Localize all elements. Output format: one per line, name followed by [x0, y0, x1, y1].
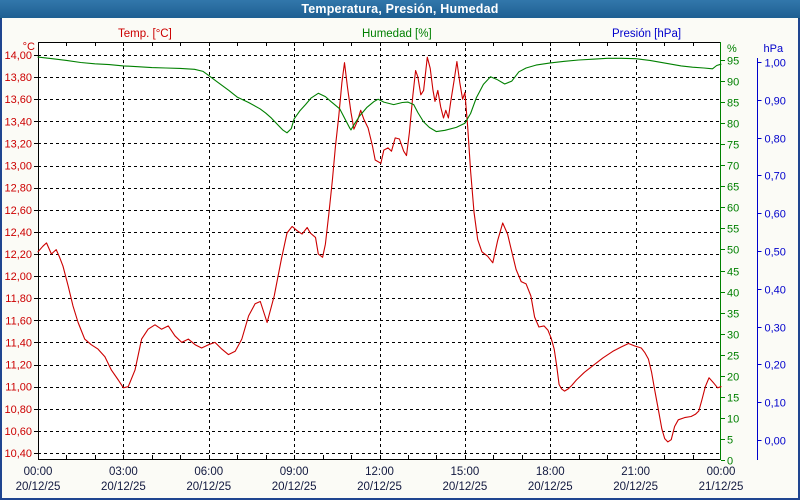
temp-tick-label: 14,00 [4, 50, 32, 62]
hum-tick-label: 10 [727, 414, 739, 426]
pres-tick-label: 0,70 [765, 171, 786, 183]
temp-tick-label: 12,80 [4, 183, 32, 195]
chart-area: 95 90 85 80 75 70 65 60 55 50 45 40 35 30 25 20 15 10 5 0 14… [2, 18, 798, 498]
time-tick-label: 12:00 [365, 466, 394, 478]
temp-tick-label: 10,80 [4, 404, 32, 416]
time-tick-label: 09:00 [280, 466, 309, 478]
date-tick-label: 20/12/25 [357, 481, 402, 493]
time-tick-label: 15:00 [450, 466, 479, 478]
pres-tick-label: 0,40 [765, 285, 786, 297]
hum-tick-label: 40 [727, 288, 739, 300]
temp-tick-label: 12,40 [4, 227, 32, 239]
pres-tick-label: 0,60 [765, 209, 786, 221]
pres-unit-label: hPa [764, 43, 784, 55]
date-tick-label: 20/12/25 [528, 481, 573, 493]
hum-tick-label: 0 [727, 456, 733, 468]
temp-tick-label: 13,00 [4, 161, 32, 173]
hum-tick-label: 45 [727, 267, 739, 279]
temp-tick-label: 10,60 [4, 426, 32, 438]
temp-tick-label: 12,60 [4, 205, 32, 217]
hum-tick-label: 20 [727, 372, 739, 384]
temp-tick-label: 13,40 [4, 116, 32, 128]
hum-tick-label: 50 [727, 245, 739, 257]
gridlines [38, 42, 721, 460]
date-tick-label: 20/12/25 [272, 481, 317, 493]
hum-tick-label: 80 [727, 119, 739, 131]
time-tick-label: 21:00 [621, 466, 650, 478]
time-tick-label: 03:00 [109, 466, 138, 478]
legend-pres-label: Presión [hPa] [612, 28, 681, 40]
date-tick-label: 20/12/25 [442, 481, 487, 493]
date-tick-label: 20/12/25 [101, 481, 146, 493]
hum-tick-label: 75 [727, 140, 739, 152]
pres-tick-label: 0,00 [765, 436, 786, 448]
hum-tick-label: 25 [727, 351, 739, 363]
time-tick-label: 06:00 [194, 466, 223, 478]
hum-tick-label: 55 [727, 224, 739, 236]
temp-unit-label: °C [23, 41, 35, 53]
temp-tick-label: 13,60 [4, 94, 32, 106]
temperature-line [37, 56, 722, 443]
hum-tick-label: 15 [727, 393, 739, 405]
date-tick-label: 20/12/25 [186, 481, 231, 493]
plot-background [38, 42, 721, 460]
humidity-line [37, 56, 722, 134]
temp-tick-label: 13,80 [4, 72, 32, 84]
temp-tick-label: 11,40 [5, 337, 32, 349]
date-tick-label: 20/12/25 [613, 481, 658, 493]
title-bar: Temperatura, Presión, Humedad [0, 0, 800, 19]
temp-tick-label: 11,60 [5, 315, 32, 327]
date-tick-label: 21/12/25 [699, 481, 744, 493]
temp-tick-label: 11,20 [5, 360, 32, 372]
hum-tick-label: 30 [727, 330, 739, 342]
legend-hum-label: Humedad [%] [362, 28, 432, 40]
hum-tick-label: 65 [727, 182, 739, 194]
time-tick-label: 18:00 [536, 466, 565, 478]
temp-tick-label: 12,00 [4, 271, 32, 283]
hum-tick-label: 60 [727, 203, 739, 215]
pres-tick-label: 0,20 [765, 360, 786, 372]
temp-tick-label: 11,80 [5, 293, 32, 305]
chart-title: Temperatura, Presión, Humedad [301, 2, 499, 16]
temp-tick-label: 11,00 [5, 382, 32, 394]
date-tick-label: 20/12/25 [16, 481, 61, 493]
hum-tick-label: 70 [727, 161, 739, 173]
temp-tick-label: 12,20 [4, 249, 32, 261]
chart-svg: 9590858075706560555045403530252015105014… [2, 18, 798, 498]
hour-ticks [34, 43, 762, 461]
pres-tick-label: 0,80 [765, 134, 786, 146]
pres-tick-label: 0,50 [765, 247, 786, 259]
hum-tick-label: 35 [727, 309, 739, 321]
temp-tick-label: 10,40 [4, 448, 32, 460]
time-tick-label: 00:00 [24, 466, 53, 478]
pres-tick-label: 0,90 [765, 96, 786, 108]
hum-tick-label: 85 [727, 98, 739, 110]
pres-tick-label: 0,10 [765, 398, 786, 410]
pres-tick-label: 1,00 [765, 58, 786, 70]
hum-tick-label: 5 [727, 435, 733, 447]
hum-tick-label: 95 [727, 56, 739, 68]
hum-unit-label: % [727, 43, 737, 55]
pres-tick-label: 0,30 [765, 323, 786, 335]
temp-tick-label: 13,20 [4, 138, 32, 150]
hum-tick-label: 90 [727, 77, 739, 89]
legend-temp-label: Temp. [°C] [118, 28, 172, 40]
time-tick-label: 00:00 [707, 466, 736, 478]
